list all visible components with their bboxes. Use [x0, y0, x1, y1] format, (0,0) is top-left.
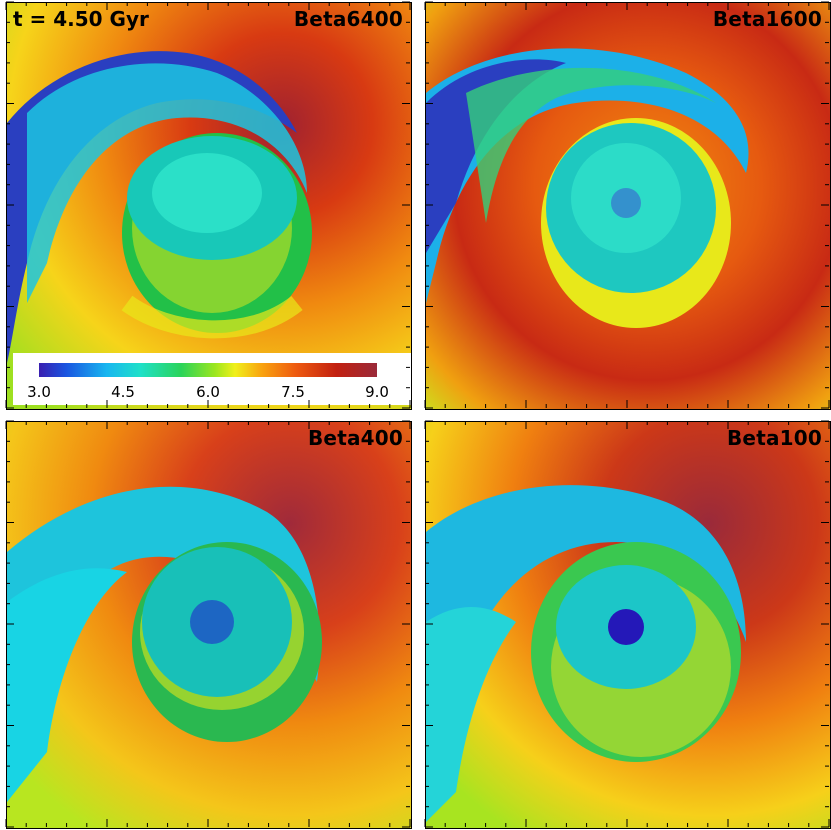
temperature-map-image: [7, 3, 411, 409]
temperature-map-image: [426, 3, 830, 409]
panel-label: Beta1600: [712, 7, 822, 31]
temperature-map-image: [7, 422, 411, 828]
colorbar-tick: 7.5: [281, 383, 305, 401]
time-label: t = 4.50 Gyr: [13, 7, 149, 31]
panel-label: Beta100: [726, 426, 822, 450]
panel-beta1600: Beta1600: [425, 2, 831, 410]
colorbar-tick: 3.0: [27, 383, 51, 401]
colorbar-tick: 4.5: [111, 383, 135, 401]
colorbar-tick: 6.0: [196, 383, 220, 401]
panel-beta6400: t = 4.50 Gyr Beta6400 3.0 4.5 6.0 7.5 9.…: [6, 2, 412, 410]
temperature-map-image: [426, 422, 830, 828]
panel-beta400: Beta400: [6, 421, 412, 829]
panel-label: Beta6400: [293, 7, 403, 31]
colorbar: 3.0 4.5 6.0 7.5 9.0: [13, 353, 411, 405]
panel-beta100: Beta100: [425, 421, 831, 829]
panel-label: Beta400: [307, 426, 403, 450]
colorbar-tick: 9.0: [365, 383, 389, 401]
colorbar-gradient: [39, 363, 377, 377]
